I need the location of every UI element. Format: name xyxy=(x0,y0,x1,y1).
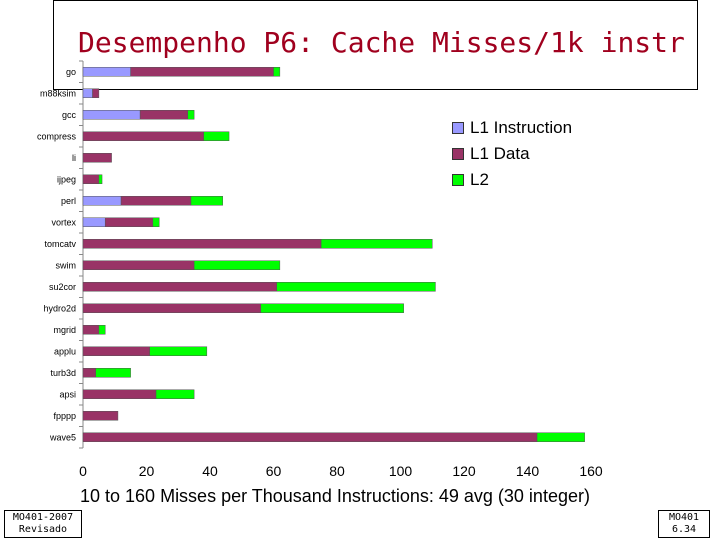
category-label: wave5 xyxy=(49,432,76,442)
bar-segment-l1-instruction xyxy=(82,88,93,98)
bar-segment-l1-data xyxy=(82,282,277,292)
bar-segment-l1-instruction xyxy=(82,196,122,206)
legend-swatch-l2 xyxy=(452,174,464,186)
category-label: li xyxy=(72,153,76,163)
bar-segment-l1-data xyxy=(130,67,274,77)
footer-page-box: MO401 6.34 xyxy=(658,510,710,538)
category-label: perl xyxy=(61,196,76,206)
x-axis-caption: 10 to 160 Misses per Thousand Instructio… xyxy=(80,486,590,506)
bar-segment-l1-data xyxy=(82,346,150,356)
category-label: apsi xyxy=(59,389,76,399)
footer-course-box: MO401-2007 Revisado xyxy=(4,510,82,538)
footer-course: MO401 xyxy=(668,512,700,523)
bar-segment-l1-data xyxy=(82,174,100,184)
bar-segment-l1-instruction xyxy=(82,110,141,120)
bar-segment-l1-data xyxy=(82,411,119,421)
bar-segment-l2 xyxy=(152,217,160,227)
x-tick-label: 140 xyxy=(516,463,540,479)
footer-revision: Revisado xyxy=(18,524,68,535)
bars xyxy=(82,67,585,442)
category-label: m88ksim xyxy=(40,88,76,98)
category-label: su2cor xyxy=(49,282,76,292)
category-label: hydro2d xyxy=(43,303,76,313)
bar-segment-l1-data xyxy=(82,153,112,163)
bar-segment-l1-data xyxy=(82,368,96,378)
x-tick-label: 120 xyxy=(452,463,476,479)
bar-segment-l1-data xyxy=(82,239,322,249)
category-label: swim xyxy=(56,260,77,270)
bar-segment-l2 xyxy=(98,174,103,184)
footer-page-number: 6.34 xyxy=(671,524,697,535)
x-tick-label: 60 xyxy=(266,463,282,479)
bar-segment-l2 xyxy=(149,346,208,356)
bar-segment-l1-data xyxy=(139,110,189,120)
legend-swatch-l1-instruction xyxy=(452,122,464,134)
legend-swatch-l1-data xyxy=(452,148,464,160)
bar-segment-l2 xyxy=(276,282,436,292)
legend-label: L2 xyxy=(470,170,489,189)
title-frame xyxy=(53,0,698,90)
bar-segment-l1-data xyxy=(82,389,157,399)
bar-segment-l2 xyxy=(193,260,281,270)
x-tick-label: 160 xyxy=(579,463,603,479)
bar-segment-l1-data xyxy=(92,88,100,98)
x-tick-label: 100 xyxy=(389,463,413,479)
bar-segment-l2 xyxy=(187,110,195,120)
x-tick-label: 40 xyxy=(202,463,218,479)
bar-segment-l2 xyxy=(203,131,230,141)
category-ticks xyxy=(79,60,83,449)
category-label: gcc xyxy=(62,110,77,120)
category-label: compress xyxy=(37,131,77,141)
bar-segment-l2 xyxy=(260,303,404,313)
bar-segment-l1-data xyxy=(104,217,154,227)
bar-segment-l1-data xyxy=(82,303,262,313)
bar-segment-l2 xyxy=(536,432,585,442)
category-label: mgrid xyxy=(53,325,76,335)
category-label: tomcatv xyxy=(44,239,76,249)
legend-label: L1 Instruction xyxy=(470,118,573,137)
x-tick-label: 0 xyxy=(79,463,87,479)
bar-segment-l2 xyxy=(273,67,281,77)
category-label: applu xyxy=(54,346,76,356)
slide-title: Desempenho P6: Cache Misses/1k instr xyxy=(78,26,685,59)
category-labels: go m88ksim gcc compress li ijpeg perl vortex tom… xyxy=(37,67,77,443)
bar-segment-l1-data xyxy=(82,325,100,335)
bar-segment-l1-instruction xyxy=(82,217,106,227)
category-label: ijpeg xyxy=(57,174,76,184)
bar-segment-l1-data xyxy=(120,196,192,206)
bar-segment-l1-data xyxy=(82,260,195,270)
bar-segment-l2 xyxy=(95,368,131,378)
bar-segment-l1-data xyxy=(82,131,204,141)
bar-segment-l2 xyxy=(320,239,433,249)
x-tick-label: 20 xyxy=(139,463,155,479)
category-label: go xyxy=(66,67,76,77)
bar-segment-l2 xyxy=(155,389,195,399)
bar-segment-l1-data xyxy=(82,432,538,442)
footer-course-code: MO401-2007 xyxy=(12,512,74,523)
category-label: fpppp xyxy=(53,411,76,421)
x-tick-label: 80 xyxy=(329,463,345,479)
category-label: turb3d xyxy=(50,368,76,378)
x-tick-labels: 0 20 40 60 80 100 120 140 160 xyxy=(79,463,603,479)
legend-label: L1 Data xyxy=(470,144,530,163)
bar-segment-l2 xyxy=(190,196,223,206)
bar-segment-l2 xyxy=(98,325,106,335)
bar-segment-l1-instruction xyxy=(82,67,131,77)
category-label: vortex xyxy=(51,217,76,227)
